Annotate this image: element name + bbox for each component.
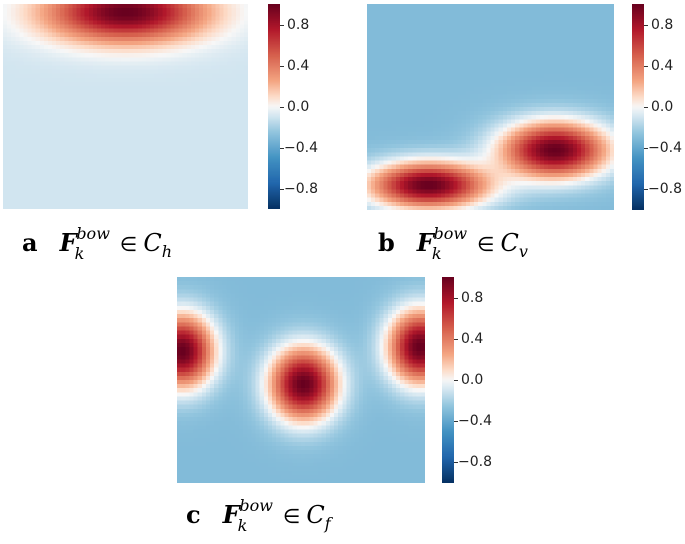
panel-letter-c: c (186, 500, 201, 529)
colorbar-tick-label: −0.4 (648, 140, 682, 157)
colorbar-tick-label: 0.0 (287, 98, 310, 115)
caption-set: C (500, 229, 519, 257)
heatmap-b (367, 4, 614, 210)
colorbar-tick-mark (280, 24, 284, 26)
heatmap-c (177, 277, 425, 483)
panel-letter-a: a (22, 228, 38, 257)
colorbar-gradient (632, 4, 644, 210)
colorbar-tick-mark (644, 148, 648, 150)
caption-set-subscript: f (324, 514, 331, 533)
colorbar-tick-label: 0.8 (651, 16, 674, 33)
colorbar-tick-mark (454, 380, 458, 381)
caption-superscript: bow (239, 496, 273, 515)
colorbar-tick-label: 0.4 (651, 57, 674, 74)
caption-b: b Fkbow ∈ Cv (378, 224, 528, 263)
colorbar-tick-label: −0.8 (458, 454, 492, 471)
colorbar-tick-mark (454, 421, 458, 423)
caption-subscript: k (431, 244, 442, 263)
colorbar-gradient (442, 277, 454, 483)
colorbar-tick-label: −0.4 (458, 413, 492, 430)
caption-relation: ∈ (119, 232, 138, 256)
caption-c: c Fkbow ∈ Cf (186, 496, 331, 535)
caption-symbol: F (59, 228, 77, 257)
colorbar-tick-mark (280, 106, 284, 108)
colorbar-tick-mark (644, 24, 648, 26)
heatmap-a (3, 4, 248, 209)
caption-a: a Fkbow ∈ Ch (22, 224, 172, 263)
colorbar-tick-label: 0.4 (287, 57, 310, 74)
caption-subscript: k (237, 516, 248, 535)
caption-set: C (306, 501, 325, 529)
colorbar-tick-mark (280, 188, 284, 190)
caption-superscript: bow (76, 224, 110, 243)
colorbar-tick-mark (280, 65, 284, 67)
colorbar-tick-label: 0.0 (461, 372, 484, 388)
colorbar-tick-label: −0.4 (284, 139, 318, 156)
colorbar-tick-mark (644, 189, 648, 191)
colorbar-tick-mark (644, 65, 648, 67)
colorbar-tick-mark (454, 462, 458, 464)
colorbar-tick-mark (454, 338, 458, 340)
colorbar-tick-mark (644, 107, 648, 108)
caption-superscript: bow (433, 224, 468, 243)
caption-set-subscript: v (518, 242, 528, 261)
colorbar-tick-label: 0.4 (461, 330, 484, 347)
colorbar-tick-label: −0.8 (284, 180, 318, 197)
caption-set-subscript: h (161, 242, 172, 261)
colorbar-tick-label: 0.0 (651, 99, 674, 115)
panel-letter-b: b (378, 228, 395, 257)
caption-relation: ∈ (282, 504, 301, 528)
caption-symbol: F (222, 500, 240, 529)
colorbar-tick-label: 0.8 (461, 289, 484, 306)
caption-relation: ∈ (477, 232, 495, 256)
colorbar-tick-mark (280, 147, 284, 149)
colorbar-gradient (268, 4, 280, 209)
caption-symbol: F (416, 228, 434, 257)
caption-subscript: k (74, 244, 85, 263)
colorbar-tick-label: 0.8 (287, 16, 310, 33)
caption-set: C (143, 229, 162, 257)
colorbar-tick-label: −0.8 (648, 181, 682, 198)
colorbar-tick-mark (454, 297, 458, 299)
